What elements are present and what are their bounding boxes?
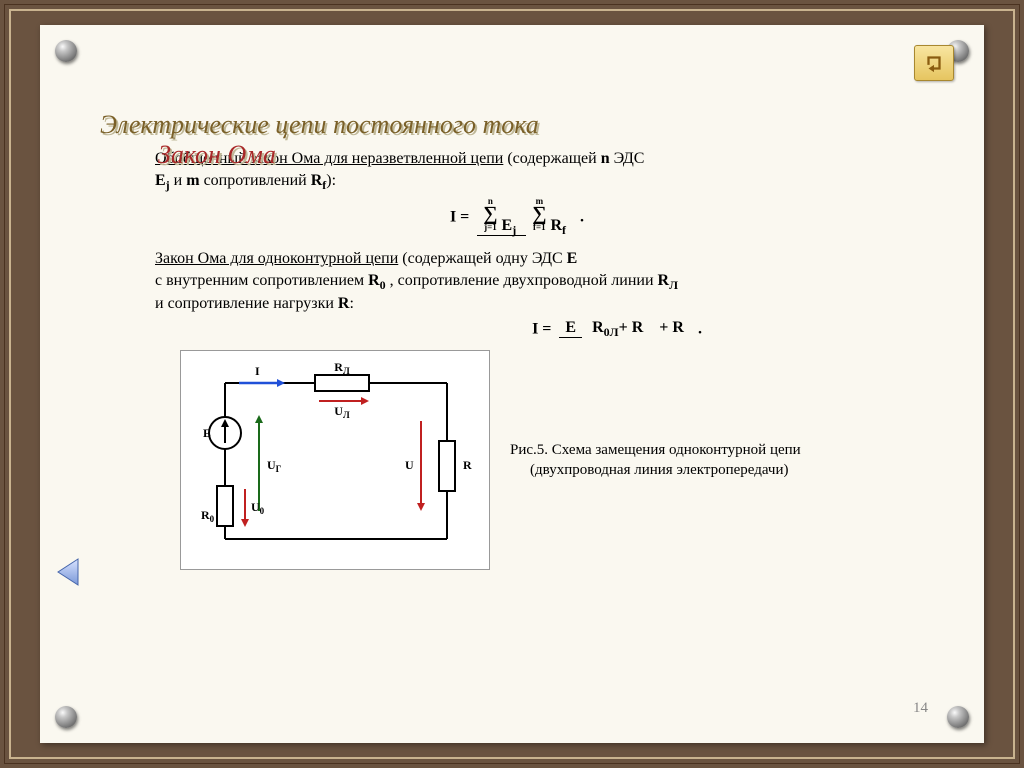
back-button[interactable] xyxy=(914,45,954,81)
svg-text:U: U xyxy=(405,458,414,472)
svg-text:RЛ: RЛ xyxy=(334,361,350,376)
rivet-icon xyxy=(55,706,77,728)
formula-2: I = E R0Л+ R + R . xyxy=(100,319,934,340)
title-block: Электрические цепи постоянного тока Зако… xyxy=(100,110,934,140)
slide-title: Электрические цепи постоянного тока xyxy=(100,110,934,140)
svg-text:R0: R0 xyxy=(201,508,215,524)
svg-text:E: E xyxy=(203,426,211,440)
return-arrow-icon xyxy=(923,52,945,74)
subtitle-red: Закон Ома xyxy=(158,140,276,170)
p2-underline: Закон Ома для одноконтурной цепи xyxy=(155,250,398,267)
rivet-icon xyxy=(947,706,969,728)
svg-text:R: R xyxy=(463,458,472,472)
rivet-icon xyxy=(55,40,77,62)
circuit-svg: RЛ R R0 E I xyxy=(195,361,477,561)
paragraph-2: Закон Ома для одноконтурной цепи (содерж… xyxy=(100,248,934,315)
prev-slide-button[interactable] xyxy=(50,555,84,589)
svg-text:UЛ: UЛ xyxy=(334,404,350,420)
svg-text:I: I xyxy=(255,364,260,378)
figure-caption: Рис.5. Схема замещения одноконтурной цеп… xyxy=(510,440,801,481)
svg-text:UГ: UГ xyxy=(267,458,282,474)
svg-text:U0: U0 xyxy=(251,500,265,516)
circuit-diagram: RЛ R R0 E I xyxy=(180,350,490,570)
chevron-left-icon xyxy=(50,555,84,589)
page-number: 14 xyxy=(913,700,928,717)
formula-1: I = n ∑ j=1 Ej m ∑ f=1 Rf xyxy=(100,197,934,238)
